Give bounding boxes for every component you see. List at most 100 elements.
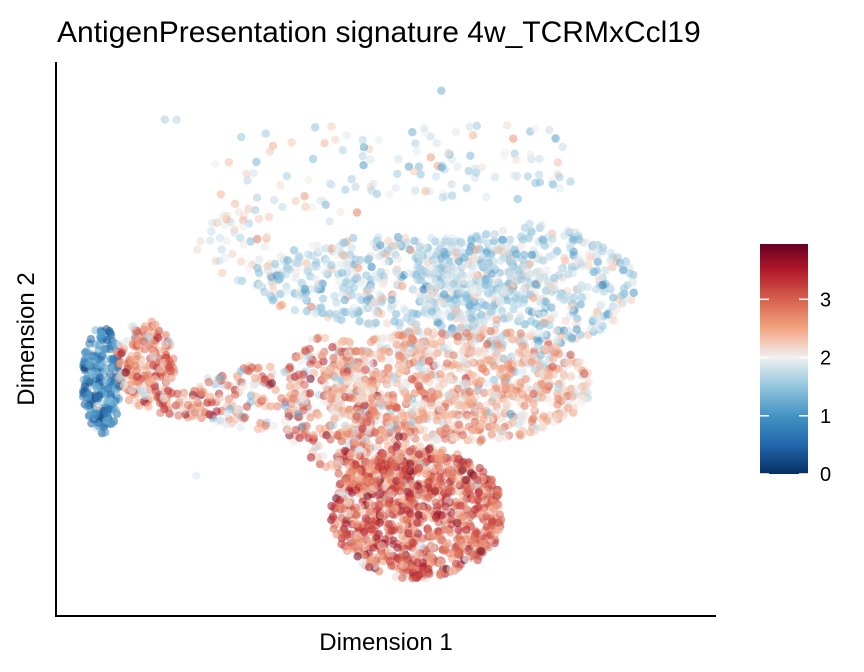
scatter-point xyxy=(252,193,262,202)
scatter-point xyxy=(509,279,519,288)
scatter-point xyxy=(215,217,224,226)
scatter-point xyxy=(348,478,358,488)
scatter-point xyxy=(449,433,459,442)
scatter-point xyxy=(266,402,275,411)
scatter-point xyxy=(331,403,340,413)
scatter-point xyxy=(571,228,580,237)
scatter-point xyxy=(354,263,363,273)
scatter-point xyxy=(496,256,506,265)
scatter-point xyxy=(349,363,359,372)
scatter-point xyxy=(404,268,413,278)
scatter-point xyxy=(335,260,344,269)
scatter-point xyxy=(391,484,400,493)
scatter-point xyxy=(495,364,505,373)
scatter-point xyxy=(190,408,199,417)
scatter-point xyxy=(374,136,384,145)
scatter-point xyxy=(467,482,476,491)
scatter-point xyxy=(266,362,275,371)
scatter-point xyxy=(593,257,602,266)
scatter-point xyxy=(477,163,486,172)
scatter-point xyxy=(494,245,503,255)
scatter-point xyxy=(278,202,287,212)
scatter-point xyxy=(128,322,138,331)
scatter-point xyxy=(397,478,406,487)
scatter-point xyxy=(489,341,498,351)
scatter-point xyxy=(435,569,445,579)
scatter-point xyxy=(511,353,520,362)
scatter-point xyxy=(383,375,392,385)
scatter-point xyxy=(280,416,290,425)
scatter-point xyxy=(365,507,375,517)
scatter-point xyxy=(276,181,285,190)
scatter-point xyxy=(431,172,441,181)
scatter-point xyxy=(254,363,263,372)
scatter-point xyxy=(538,423,548,432)
scatter-point xyxy=(215,373,225,382)
scatter-point xyxy=(215,394,224,403)
scatter-point xyxy=(173,389,182,399)
scatter-point xyxy=(566,350,575,359)
scatter-point xyxy=(378,294,387,303)
scatter-point xyxy=(473,476,482,485)
scatter-point xyxy=(124,396,134,405)
scatter-point xyxy=(527,227,536,236)
scatter-point xyxy=(452,534,462,544)
scatter-point xyxy=(463,459,472,468)
scatter-point xyxy=(271,385,280,394)
scatter-point xyxy=(290,306,300,315)
scatter-point xyxy=(560,253,569,262)
scatter-point xyxy=(496,426,505,436)
scatter-point xyxy=(416,371,425,380)
scatter-point xyxy=(418,534,427,543)
scatter-point xyxy=(383,333,393,342)
scatter-point xyxy=(304,250,313,259)
scatter-point xyxy=(379,346,389,355)
scatter-point xyxy=(372,521,381,530)
scatter-point xyxy=(156,408,165,417)
scatter-point xyxy=(328,343,337,352)
scatter-point xyxy=(554,411,563,420)
scatter-point xyxy=(175,398,184,407)
scatter-point xyxy=(470,292,479,302)
scatter-point xyxy=(417,399,426,408)
scatter-point xyxy=(90,410,99,419)
scatter-point xyxy=(464,166,473,176)
scatter-point xyxy=(625,269,634,278)
scatter-point xyxy=(609,293,618,302)
scatter-point xyxy=(224,394,234,404)
scatter-point xyxy=(234,208,244,217)
scatter-point xyxy=(367,262,376,272)
scatter-point xyxy=(93,393,102,403)
scatter-point xyxy=(314,333,323,343)
scatter-point xyxy=(292,268,301,277)
scatter-point xyxy=(487,476,497,485)
scatter-point xyxy=(377,510,386,520)
scatter-point xyxy=(394,155,403,164)
scatter-point xyxy=(473,503,482,512)
scatter-point xyxy=(306,453,316,462)
scatter-point xyxy=(467,314,476,323)
scatter-point xyxy=(536,351,545,360)
scatter-point xyxy=(236,257,246,266)
scatter-point xyxy=(570,404,579,414)
scatter-point xyxy=(232,405,242,414)
scatter-point xyxy=(478,539,488,549)
scatter-point xyxy=(392,309,401,319)
scatter-point xyxy=(592,285,601,294)
scatter-point xyxy=(432,473,441,482)
scatter-point xyxy=(359,143,369,152)
scatter-point xyxy=(541,297,551,306)
scatter-point xyxy=(346,307,355,316)
scatter-point xyxy=(437,322,446,331)
scatter-point xyxy=(159,393,168,403)
scatter-point xyxy=(418,409,428,418)
scatter-point xyxy=(404,350,413,359)
scatter-point xyxy=(365,499,374,508)
scatter-point xyxy=(547,303,556,312)
scatter-point xyxy=(294,291,303,300)
scatter-point xyxy=(327,261,336,270)
scatter-point xyxy=(87,419,96,428)
scatter-point xyxy=(506,272,515,281)
scatter-point xyxy=(294,370,304,379)
scatter-point xyxy=(425,250,434,260)
